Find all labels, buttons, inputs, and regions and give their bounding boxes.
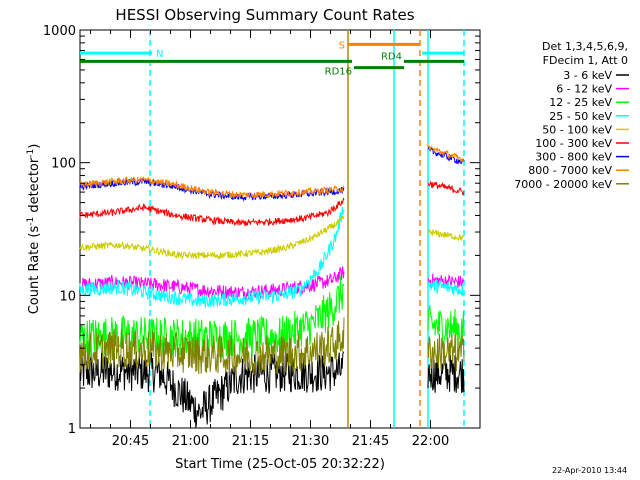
series-line	[427, 279, 465, 297]
plot-frame	[79, 29, 481, 429]
series-line	[79, 197, 345, 227]
y-axis-title-main: Count Rate (s	[27, 226, 42, 315]
flag-label: S	[339, 40, 345, 51]
x-axis-title: Start Time (25-Oct-05 20:32:22)	[175, 457, 385, 472]
legend-entry-label: 25 - 50 keV	[549, 110, 612, 123]
x-tick-label: 20:45	[112, 434, 149, 449]
x-tick-label: 21:45	[352, 434, 389, 449]
y-tick-label: 10	[59, 289, 76, 304]
legend-entry-label: 800 - 7000 keV	[528, 164, 612, 177]
y-tick-label: 100	[51, 157, 76, 172]
legend-entry-label: 3 - 6 keV	[563, 69, 612, 82]
series-line	[79, 317, 345, 377]
series-line	[79, 266, 345, 301]
series-line	[427, 333, 465, 372]
flag-label: N	[156, 49, 163, 60]
flag-label: RD16	[325, 67, 352, 78]
legend-entry-label: 6 - 12 keV	[556, 83, 612, 96]
series-line	[427, 228, 465, 242]
legend-entry-label: 12 - 25 keV	[549, 96, 612, 109]
series-line	[427, 273, 465, 289]
y-tick-label: 1	[68, 422, 76, 437]
y-axis-title-end: )	[27, 144, 42, 149]
y-axis-title-sup1: -1	[26, 217, 36, 226]
x-tick-label: 21:30	[292, 434, 329, 449]
x-tick-label: 22:00	[412, 434, 449, 449]
y-tick-label: 1000	[43, 24, 76, 39]
legend-entry-label: 7000 - 20000 keV	[514, 178, 612, 191]
flag-bars: N S RD4 RD16	[80, 40, 464, 78]
y-axis-title-mid: detector	[27, 157, 42, 217]
series-line	[427, 180, 465, 196]
timestamp: 22-Apr-2010 13:44	[552, 466, 628, 475]
series-line	[427, 144, 465, 163]
series-line	[79, 351, 344, 428]
series-line	[79, 275, 345, 359]
legend-header-line2: FDecim 1, Att 0	[543, 54, 628, 67]
x-tick-label: 21:00	[172, 434, 209, 449]
chart-title: HESSI Observing Summary Count Rates	[115, 6, 414, 24]
legend-entry-label: 300 - 800 keV	[535, 151, 612, 164]
series-line	[79, 206, 345, 308]
y-axis-title: Count Rate (s-1 detector-1)	[26, 144, 42, 315]
axes: 1 10 100 1000 20:45 21:00 21:15 21:30 21:45 22:00	[43, 24, 480, 449]
legend-entry-label: 50 - 100 keV	[542, 123, 612, 136]
series-lines	[79, 144, 465, 428]
flag-label: RD4	[381, 51, 402, 62]
legend-header-line1: Det 1,3,4,5,6,9,	[542, 40, 628, 53]
x-tick-label: 21:15	[232, 434, 269, 449]
series-line	[79, 215, 345, 261]
legend-entry-label: 100 - 300 keV	[535, 137, 612, 150]
y-axis-title-sup2: -1	[26, 149, 36, 158]
series-line	[79, 175, 345, 200]
